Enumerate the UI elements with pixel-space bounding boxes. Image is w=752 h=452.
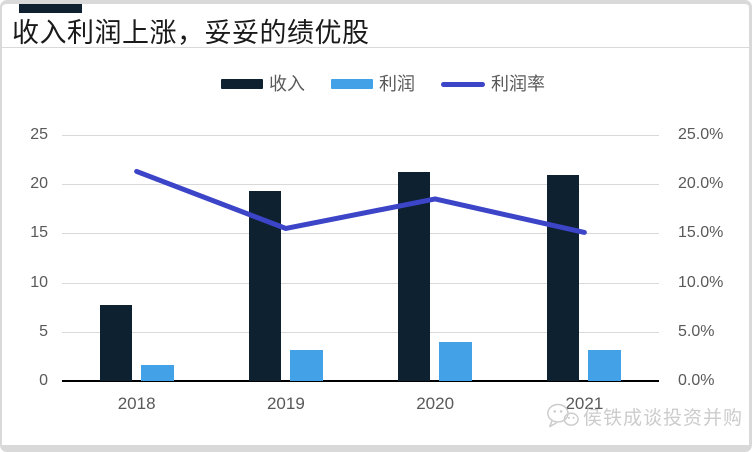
category-label-2021: 2021 bbox=[565, 394, 604, 413]
right-axis-tick: 25.0% bbox=[678, 126, 724, 143]
title-divider bbox=[2, 47, 749, 48]
bar-收入-2020 bbox=[398, 172, 431, 381]
left-axis-tick: 5 bbox=[39, 322, 48, 340]
right-axis-tick: 5.0% bbox=[678, 322, 715, 340]
category-label-2019: 2019 bbox=[266, 394, 305, 413]
right-axis-tick: 10.0% bbox=[678, 273, 724, 291]
legend-item-profit: 利润 bbox=[331, 75, 415, 93]
bar-收入-2021 bbox=[547, 175, 580, 381]
x-axis-line bbox=[62, 380, 659, 382]
profit-swatch-icon bbox=[331, 79, 373, 89]
bar-利润-2020 bbox=[439, 341, 473, 381]
left-axis-tick: 20 bbox=[30, 175, 48, 193]
right-axis-tick: 20.0% bbox=[678, 175, 724, 193]
legend-label-revenue: 收入 bbox=[269, 74, 305, 94]
left-axis-tick: 15 bbox=[30, 224, 48, 242]
title-accent-bar bbox=[19, 3, 82, 13]
page-title: 收入利润上涨，妥妥的绩优股 bbox=[12, 18, 370, 48]
legend-item-margin: 利润率 bbox=[441, 75, 545, 93]
wechat-icon bbox=[547, 403, 579, 428]
bar-利润-2018 bbox=[140, 365, 174, 381]
right-axis-tick: 15.0% bbox=[678, 224, 724, 242]
legend-item-revenue: 收入 bbox=[221, 75, 305, 93]
margin-line-swatch-icon bbox=[441, 81, 485, 87]
legend-label-margin: 利润率 bbox=[491, 74, 545, 94]
watermark: 侯铁成谈投资并购 bbox=[546, 402, 743, 430]
bar-利润-2019 bbox=[289, 350, 323, 381]
gridline bbox=[62, 331, 659, 333]
legend-label-profit: 利润 bbox=[379, 74, 415, 94]
right-axis-tick: 0.0% bbox=[678, 372, 715, 389]
bar-收入-2019 bbox=[248, 191, 281, 381]
revenue-swatch-icon bbox=[221, 79, 263, 89]
gridline bbox=[62, 135, 659, 136]
left-axis-tick: 25 bbox=[30, 126, 48, 143]
left-axis-tick: 10 bbox=[30, 273, 48, 291]
left-axis-tick: 0 bbox=[39, 372, 48, 389]
chart-legend: 收入 利润 利润率 bbox=[0, 70, 752, 98]
bar-利润-2021 bbox=[588, 349, 622, 381]
category-label-2020: 2020 bbox=[416, 394, 455, 413]
gridline bbox=[62, 282, 659, 284]
watermark-text: 侯铁成谈投资并购 bbox=[583, 407, 744, 429]
category-label-2018: 2018 bbox=[117, 394, 156, 413]
bar-收入-2018 bbox=[99, 305, 132, 381]
